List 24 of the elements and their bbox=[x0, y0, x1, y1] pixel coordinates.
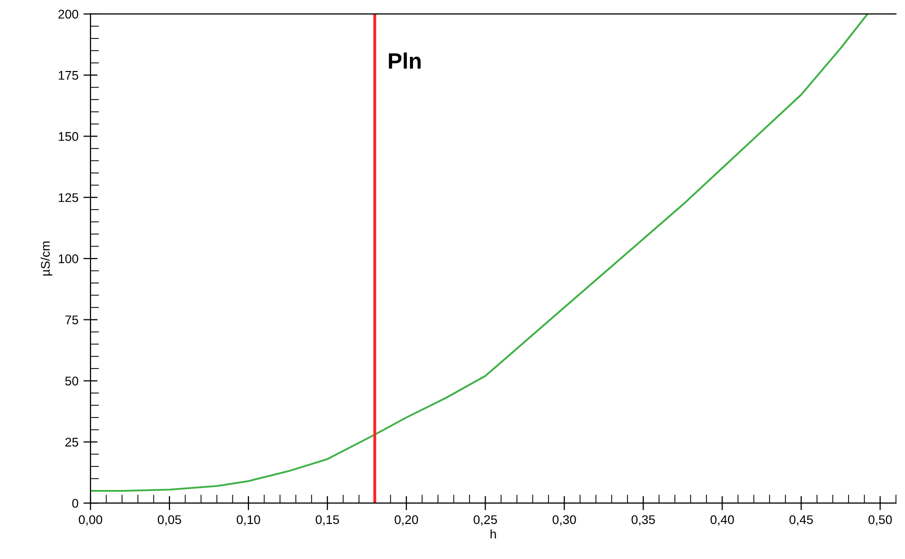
ref-line-label: Pln bbox=[388, 52, 421, 69]
y-tick-label: 50 bbox=[65, 376, 78, 386]
y-tick-label: 175 bbox=[58, 71, 78, 80]
x-tick-label: 0,05 bbox=[158, 515, 182, 526]
x-tick-label: 0,40 bbox=[710, 515, 734, 526]
x-tick-label: 0,30 bbox=[552, 515, 576, 526]
y-axis-title: µS/cm bbox=[40, 242, 52, 276]
x-tick-label: 0,10 bbox=[236, 515, 260, 526]
x-tick-label: 0,50 bbox=[868, 515, 892, 526]
y-tick-label: 75 bbox=[65, 316, 78, 324]
y-tick-label: 25 bbox=[65, 438, 78, 447]
x-tick-label: 0,45 bbox=[790, 515, 813, 526]
line-series bbox=[90, 14, 868, 492]
y-tick-label: 125 bbox=[58, 193, 78, 202]
y-tick-label: 150 bbox=[58, 132, 78, 141]
x-tick-label: 0,00 bbox=[78, 515, 102, 526]
x-tick-label: 0,15 bbox=[316, 515, 340, 526]
x-axis-title: h bbox=[490, 529, 496, 538]
y-tick-label: 200 bbox=[58, 10, 78, 19]
y-tick-label: 100 bbox=[58, 254, 78, 264]
x-tick-label: 0,25 bbox=[474, 515, 497, 526]
y-tick-label: 0 bbox=[72, 498, 78, 508]
x-tick-label: 0,35 bbox=[632, 515, 655, 526]
x-tick-label: 0,20 bbox=[394, 515, 418, 526]
